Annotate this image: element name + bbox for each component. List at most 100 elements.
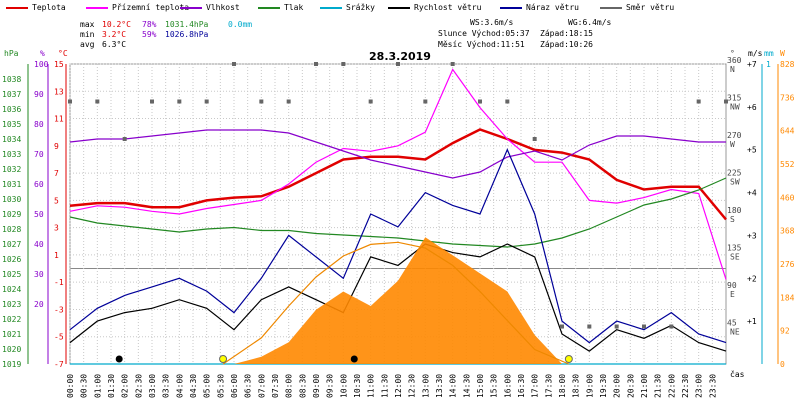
tick-label-solar: 736	[780, 93, 795, 102]
tick-label-solar: 92	[780, 327, 790, 336]
axis-label-x: čas	[730, 369, 745, 379]
tick-label-hpa: 1021	[2, 330, 21, 339]
tick-label-x: 02:00	[121, 374, 130, 398]
tick-label-solar: 828	[780, 60, 795, 69]
wind-direction-mark	[532, 137, 537, 141]
tick-label-wind: +6	[747, 103, 757, 112]
series-sun-elevation	[222, 241, 570, 365]
tick-label-celsius: 7	[54, 169, 59, 178]
tick-label-x: 22:30	[681, 374, 690, 398]
legend-item-srazky: Srážky	[320, 2, 375, 14]
tick-label-direction: 360	[727, 56, 742, 65]
info-moon: Měsíc Východ:11:51	[438, 40, 525, 49]
tick-label-hpa: 1023	[2, 300, 21, 309]
tick-label-x: 00:00	[66, 374, 75, 398]
tick-label-percent: 50	[34, 210, 44, 219]
tick-label-celsius: 9	[54, 142, 59, 151]
wind-direction-mark	[396, 62, 400, 66]
tick-label-hpa: 1029	[2, 210, 21, 219]
wind-direction-mark	[423, 99, 428, 104]
tick-label-x: 07:30	[271, 374, 280, 398]
tick-label-solar: 644	[780, 127, 795, 136]
wind-direction-mark	[505, 99, 510, 104]
axis-label-solar: W	[780, 49, 785, 58]
info-wg: WG:6.4m/s	[568, 18, 612, 27]
tick-label-hpa: 1022	[2, 315, 21, 324]
tick-label-x: 01:30	[107, 374, 116, 398]
tick-label-celsius: 5	[54, 196, 59, 205]
tick-label-celsius: -1	[54, 278, 64, 287]
tick-label-celsius: 15	[54, 60, 64, 69]
moon-marker-icon	[115, 355, 123, 363]
tick-label-celsius: 3	[54, 224, 59, 233]
tick-label-x: 02:30	[134, 374, 143, 398]
tick-label-percent: 70	[34, 150, 44, 159]
tick-label-x: 12:00	[394, 374, 403, 398]
tick-label-direction: 225	[727, 169, 742, 178]
wind-direction-mark	[177, 99, 182, 104]
tick-label-percent: 40	[34, 240, 44, 249]
tick-label-x: 05:00	[203, 374, 212, 398]
tick-label-direction-name: SW	[730, 178, 740, 187]
wind-direction-mark	[696, 99, 701, 104]
tick-label-x: 07:00	[257, 374, 266, 398]
tick-label-x: 20:30	[626, 374, 635, 398]
tick-label-wind: +7	[747, 60, 757, 69]
tick-label-x: 13:00	[421, 374, 430, 398]
tick-label-x: 13:30	[435, 374, 444, 398]
tick-label-x: 17:30	[544, 374, 553, 398]
stat-min-label: min	[80, 30, 95, 39]
tick-label-percent: 30	[34, 270, 44, 279]
legend: Teplota Přízemní teplota Vlhkost Tlak Sr…	[0, 0, 800, 58]
series-line-tlak	[69, 177, 727, 248]
tick-label-wind: +4	[747, 189, 757, 198]
wind-direction-mark	[68, 99, 72, 104]
axis-label-celsius: °C	[58, 49, 68, 58]
tick-label-x: 04:00	[175, 374, 184, 398]
stat-max-temp: 10.2°C	[102, 20, 131, 29]
tick-label-x: 15:30	[490, 374, 499, 398]
info-sunset: Západ:18:15	[540, 29, 593, 38]
wind-direction-mark	[368, 99, 373, 104]
tick-label-x: 21:30	[654, 374, 663, 398]
wind-direction-mark	[314, 62, 318, 66]
tick-label-hpa: 1034	[2, 135, 21, 144]
tick-label-celsius: 1	[54, 251, 59, 260]
stat-avg-temp: 6.3°C	[102, 40, 127, 49]
wind-direction-mark	[560, 324, 564, 329]
tick-label-wind: +5	[747, 146, 757, 155]
tick-label-hpa: 1036	[2, 105, 21, 114]
legend-item-tlak: Tlak	[258, 2, 303, 14]
tick-label-direction-name: NE	[730, 328, 740, 337]
tick-label-direction: 90	[727, 281, 737, 290]
wind-direction-mark	[95, 99, 100, 104]
info-ws: WS:3.6m/s	[470, 18, 514, 27]
tick-label-direction: 270	[727, 131, 742, 140]
tick-label-x: 15:00	[476, 374, 485, 398]
legend-item-vlhkost: Vlhkost	[180, 2, 240, 14]
wind-direction-mark	[587, 324, 592, 329]
tick-label-x: 00:30	[80, 374, 89, 398]
stat-max-label: max	[80, 20, 95, 29]
tick-label-celsius: -5	[54, 333, 64, 342]
tick-label-direction-name: E	[730, 290, 735, 299]
stat-max-rain: 0.0mm	[228, 20, 253, 29]
wind-direction-mark	[669, 324, 674, 329]
tick-label-x: 19:30	[599, 374, 608, 398]
series-line-vlhkost	[69, 129, 726, 179]
wind-direction-mark	[341, 62, 346, 66]
info-sun: Slunce Východ:05:37	[438, 29, 530, 38]
tick-label-x: 06:00	[230, 374, 239, 398]
wind-direction-mark	[150, 99, 154, 104]
stat-min-temp: 3.2°C	[102, 30, 127, 39]
series-solar-radiation	[234, 237, 562, 364]
tick-label-x: 14:00	[449, 374, 458, 398]
tick-label-x: 22:00	[667, 374, 676, 398]
series-line-rychlost-v-tru	[69, 243, 727, 352]
tick-label-percent: 90	[34, 90, 44, 99]
tick-label-x: 01:00	[93, 374, 102, 398]
info-moonset: Západ:10:26	[540, 40, 593, 49]
tick-label-percent: 100	[34, 60, 49, 69]
tick-label-direction: 45	[727, 319, 737, 328]
tick-label-direction-name: NW	[730, 103, 740, 112]
